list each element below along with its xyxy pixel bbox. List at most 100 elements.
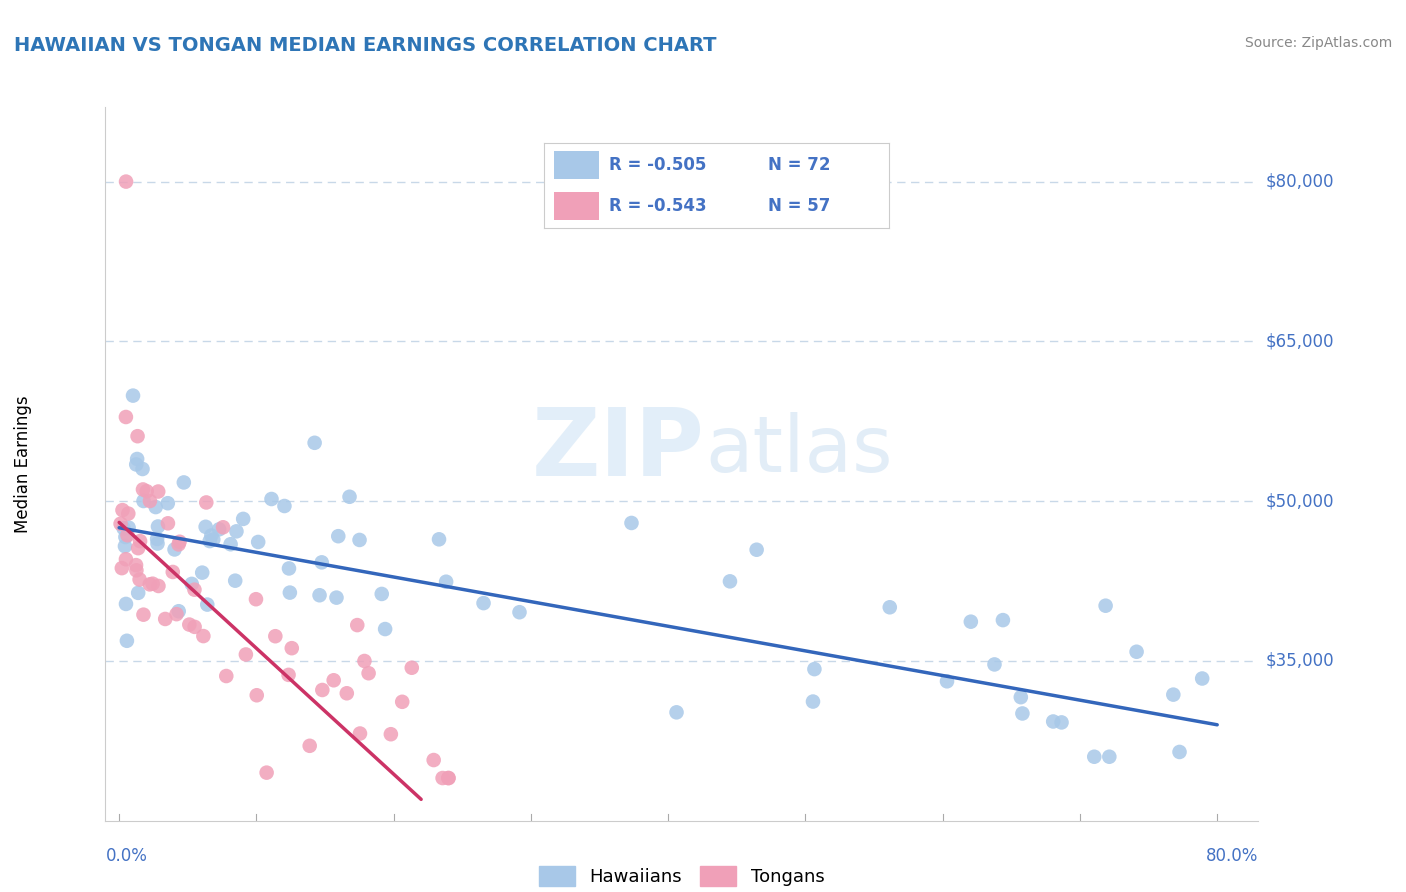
Point bbox=[195, 495, 218, 509]
Point bbox=[125, 458, 148, 472]
Point bbox=[311, 555, 333, 569]
Point bbox=[1163, 688, 1185, 702]
Point bbox=[132, 607, 155, 622]
Point bbox=[117, 507, 139, 521]
Point bbox=[138, 577, 160, 591]
Point bbox=[179, 617, 201, 632]
Point bbox=[146, 532, 169, 546]
Point bbox=[114, 539, 136, 553]
Point bbox=[132, 494, 155, 508]
Point bbox=[208, 522, 231, 536]
Point bbox=[346, 618, 368, 632]
Text: Source: ZipAtlas.com: Source: ZipAtlas.com bbox=[1244, 36, 1392, 50]
Point bbox=[155, 612, 177, 626]
Point bbox=[115, 175, 138, 189]
Point bbox=[801, 694, 824, 708]
Point bbox=[215, 669, 238, 683]
Point bbox=[1094, 599, 1116, 613]
Point bbox=[156, 516, 179, 531]
Text: HAWAIIAN VS TONGAN MEDIAN EARNINGS CORRELATION CHART: HAWAIIAN VS TONGAN MEDIAN EARNINGS CORRE… bbox=[14, 36, 717, 54]
Point bbox=[142, 576, 165, 591]
Text: N = 72: N = 72 bbox=[768, 156, 831, 174]
Point bbox=[422, 753, 444, 767]
Point bbox=[129, 534, 152, 549]
Text: $80,000: $80,000 bbox=[1265, 172, 1334, 191]
Point bbox=[298, 739, 321, 753]
Point bbox=[146, 536, 169, 550]
Point bbox=[247, 535, 270, 549]
Point bbox=[127, 452, 149, 467]
Point bbox=[472, 596, 495, 610]
Point bbox=[273, 499, 295, 513]
Point bbox=[803, 662, 825, 676]
Point bbox=[278, 585, 301, 599]
Point bbox=[115, 633, 138, 648]
Point bbox=[125, 558, 148, 573]
Text: N = 57: N = 57 bbox=[768, 197, 831, 215]
Text: 80.0%: 80.0% bbox=[1206, 847, 1258, 865]
Point bbox=[357, 666, 380, 681]
Point bbox=[374, 622, 396, 636]
Point bbox=[1098, 749, 1121, 764]
Point bbox=[111, 503, 134, 517]
Point bbox=[353, 654, 375, 668]
Text: atlas: atlas bbox=[704, 411, 893, 488]
Point bbox=[148, 484, 170, 499]
Point bbox=[163, 542, 186, 557]
FancyBboxPatch shape bbox=[554, 152, 599, 178]
Point bbox=[620, 516, 643, 530]
Point bbox=[183, 582, 205, 597]
Point bbox=[212, 520, 235, 534]
Point bbox=[277, 668, 299, 682]
Point bbox=[322, 673, 344, 688]
Point bbox=[200, 528, 222, 542]
Point bbox=[145, 500, 167, 514]
Point bbox=[156, 496, 179, 510]
Point bbox=[1083, 749, 1105, 764]
Point bbox=[246, 688, 269, 702]
Point bbox=[183, 620, 205, 634]
Point bbox=[325, 591, 347, 605]
Point bbox=[1168, 745, 1191, 759]
Legend: Hawaiians, Tongans: Hawaiians, Tongans bbox=[531, 858, 832, 892]
Point bbox=[391, 695, 413, 709]
Point bbox=[336, 686, 359, 700]
Point bbox=[1125, 645, 1147, 659]
Point bbox=[194, 520, 217, 534]
Point bbox=[167, 604, 190, 618]
Point bbox=[224, 574, 246, 588]
Point bbox=[193, 629, 215, 643]
Point bbox=[191, 566, 214, 580]
Point bbox=[308, 588, 330, 602]
Point bbox=[115, 552, 138, 566]
Point bbox=[112, 521, 135, 535]
Point bbox=[115, 409, 138, 424]
Point bbox=[959, 615, 981, 629]
Point bbox=[256, 765, 278, 780]
Point bbox=[180, 577, 202, 591]
Point bbox=[991, 613, 1014, 627]
Text: $65,000: $65,000 bbox=[1265, 333, 1334, 351]
Point bbox=[135, 484, 157, 499]
Point bbox=[508, 605, 530, 619]
Point bbox=[349, 726, 371, 740]
Point bbox=[219, 537, 242, 551]
Point bbox=[114, 530, 136, 544]
Text: $50,000: $50,000 bbox=[1265, 492, 1334, 510]
Point bbox=[278, 561, 301, 575]
Text: R = -0.543: R = -0.543 bbox=[609, 197, 707, 215]
Point bbox=[132, 483, 155, 497]
Point bbox=[879, 600, 901, 615]
Point bbox=[127, 429, 149, 443]
Point bbox=[125, 563, 148, 577]
Point bbox=[195, 598, 218, 612]
Point bbox=[437, 771, 460, 785]
Point bbox=[146, 519, 169, 533]
Point bbox=[1191, 672, 1213, 686]
Point bbox=[111, 561, 134, 575]
Point bbox=[432, 771, 454, 785]
Point bbox=[1011, 706, 1033, 721]
Point bbox=[131, 462, 153, 476]
Point bbox=[235, 648, 257, 662]
Point bbox=[427, 533, 450, 547]
